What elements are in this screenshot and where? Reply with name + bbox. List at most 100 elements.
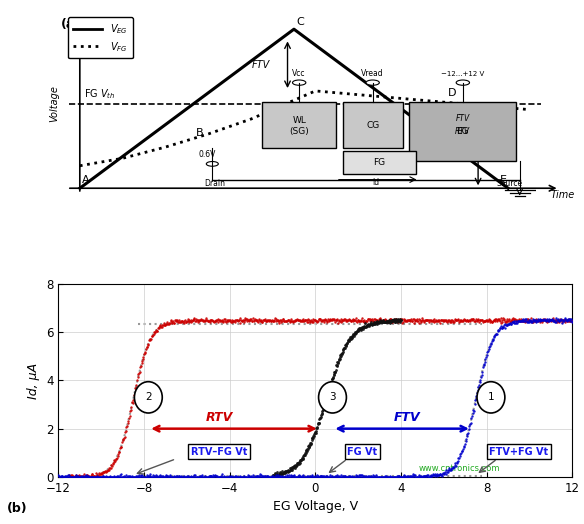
Point (104, 473, 113, 481)
Point (142, 473, 152, 481)
Point (529, 318, 538, 326)
Point (82, 472, 91, 481)
Point (85, 473, 95, 481)
Point (305, 317, 315, 325)
Point (333, 358, 342, 367)
Point (121, 423, 131, 432)
Point (559, 315, 568, 324)
Point (554, 316, 563, 325)
Point (522, 317, 531, 325)
Point (131, 472, 141, 480)
Point (383, 316, 392, 325)
Point (248, 473, 257, 481)
Point (352, 316, 361, 325)
Point (363, 322, 372, 330)
Point (166, 316, 175, 324)
Point (318, 315, 327, 324)
Point (378, 473, 388, 481)
Point (317, 410, 326, 418)
Point (177, 316, 186, 325)
Point (341, 316, 350, 324)
Point (151, 473, 160, 481)
Point (418, 473, 427, 481)
Point (463, 430, 472, 438)
Point (568, 316, 577, 325)
Point (318, 316, 328, 324)
Point (402, 472, 412, 481)
Point (179, 472, 188, 481)
Point (533, 316, 542, 324)
Point (478, 363, 488, 371)
Point (450, 459, 459, 467)
Point (280, 473, 290, 481)
Point (499, 323, 508, 331)
Point (185, 316, 194, 325)
Point (360, 323, 370, 332)
Point (403, 473, 412, 481)
Point (513, 316, 522, 325)
Point (214, 318, 223, 326)
Point (245, 472, 255, 481)
Point (537, 318, 547, 326)
Point (367, 315, 376, 324)
Point (238, 315, 248, 324)
Point (297, 472, 307, 480)
Point (270, 470, 279, 478)
Point (394, 316, 403, 324)
Point (348, 334, 357, 342)
Point (244, 316, 253, 324)
Point (337, 471, 346, 479)
Point (157, 472, 166, 480)
Point (436, 470, 445, 478)
Point (523, 315, 532, 324)
Point (310, 429, 319, 438)
Point (190, 315, 199, 323)
Point (260, 315, 270, 323)
Point (309, 432, 318, 440)
Point (106, 473, 116, 481)
Point (405, 472, 414, 481)
Point (325, 314, 335, 323)
Point (200, 473, 209, 481)
Point (447, 318, 456, 326)
Point (404, 316, 413, 324)
Point (461, 435, 471, 444)
Point (446, 465, 456, 473)
Point (505, 319, 514, 328)
Point (123, 422, 132, 430)
Point (404, 473, 413, 481)
Point (120, 473, 129, 481)
Point (336, 473, 346, 481)
Point (409, 472, 418, 481)
Point (364, 322, 374, 330)
Point (349, 315, 359, 324)
Point (71, 472, 80, 481)
Point (263, 316, 273, 324)
Point (436, 471, 446, 479)
Point (336, 351, 345, 359)
Point (301, 315, 311, 324)
Point (373, 317, 383, 325)
Point (530, 316, 540, 325)
Point (475, 378, 484, 387)
Point (272, 315, 281, 323)
Point (144, 472, 153, 481)
Point (463, 315, 472, 324)
Point (54, 472, 64, 481)
Point (314, 315, 324, 323)
Point (273, 472, 282, 480)
Point (408, 473, 417, 481)
Point (256, 315, 265, 324)
Point (145, 472, 154, 481)
Point (491, 331, 500, 340)
Point (324, 473, 333, 481)
Point (361, 316, 370, 325)
Point (307, 434, 317, 442)
Point (301, 446, 311, 454)
Point (475, 316, 484, 324)
Text: 2: 2 (145, 392, 152, 402)
Point (447, 466, 456, 474)
Point (434, 471, 444, 479)
Point (424, 318, 433, 326)
Point (325, 381, 334, 390)
